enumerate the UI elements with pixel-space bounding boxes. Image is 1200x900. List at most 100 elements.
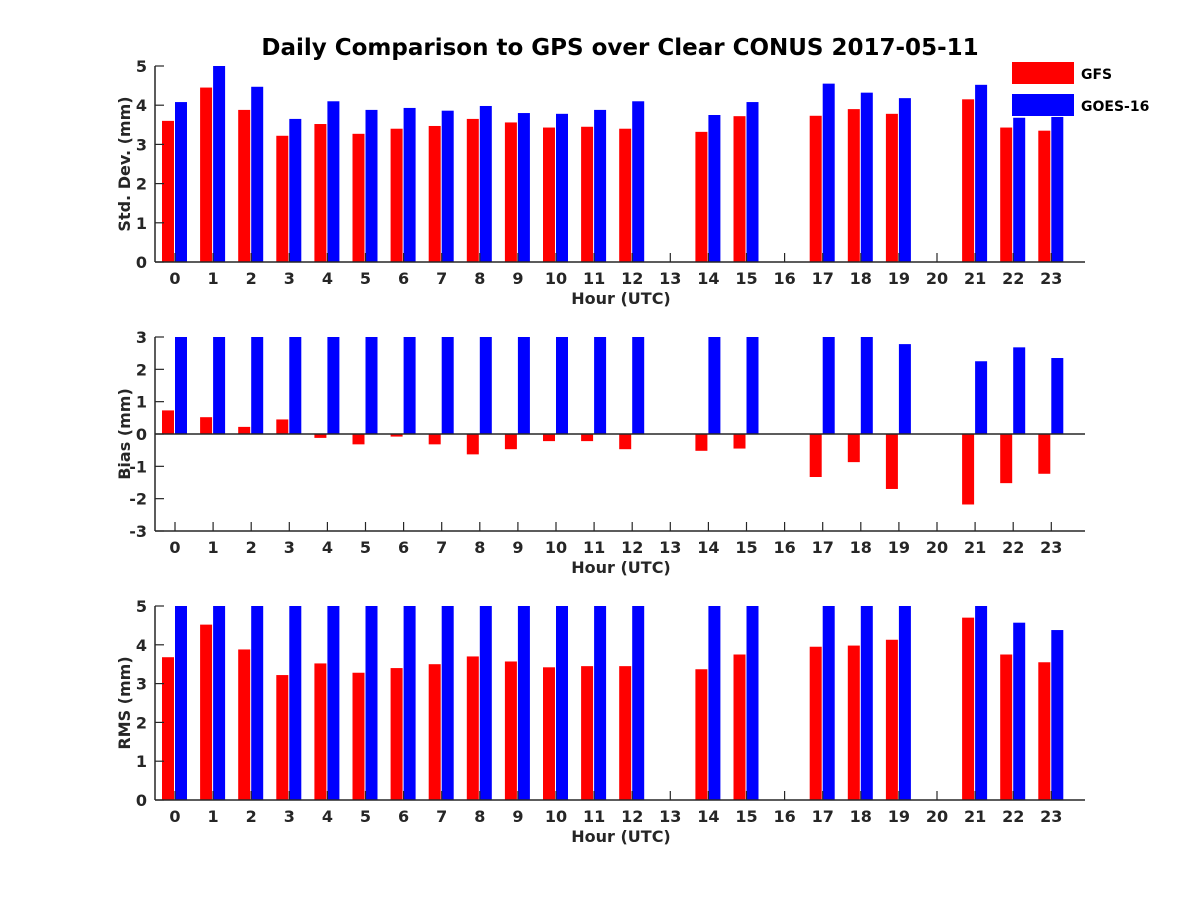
bar-goes16-hour-14 — [708, 115, 721, 262]
bar-goes16-hour-23 — [1051, 630, 1064, 800]
bar-gfs-hour-12 — [619, 128, 632, 262]
bar-goes16-hour-6 — [403, 337, 416, 434]
x-tick-label: 3 — [284, 269, 295, 288]
x-tick-label: 14 — [697, 538, 719, 557]
x-tick-label: 13 — [659, 538, 681, 557]
x-tick-label: 6 — [398, 807, 409, 826]
x-tick-label: 2 — [246, 807, 257, 826]
bar-gfs-hour-15 — [733, 434, 746, 449]
x-tick-label: 4 — [322, 807, 333, 826]
x-tick-label: 7 — [436, 538, 447, 557]
bar-goes16-hour-0 — [175, 606, 187, 800]
legend-swatch-goes16 — [1012, 94, 1074, 116]
x-tick-label: 6 — [398, 269, 409, 288]
bar-goes16-hour-2 — [251, 86, 264, 262]
y-tick-label: -2 — [129, 490, 147, 509]
x-tick-label: 4 — [322, 538, 333, 557]
x-tick-label: 19 — [888, 807, 910, 826]
y-tick-label: 3 — [136, 135, 147, 154]
bar-goes16-hour-18 — [860, 606, 873, 800]
bar-gfs-hour-2 — [238, 426, 251, 434]
x-tick-label: 5 — [360, 538, 371, 557]
x-tick-label: 3 — [284, 538, 295, 557]
x-tick-label: 12 — [621, 807, 643, 826]
x-tick-label: 20 — [926, 269, 948, 288]
y-tick-label: -1 — [129, 457, 147, 476]
bar-goes16-hour-7 — [441, 606, 454, 800]
legend-label-goes16: GOES-16 — [1081, 99, 1149, 115]
y-tick-label: 0 — [136, 425, 147, 444]
bar-gfs-hour-15 — [733, 116, 746, 263]
bar-gfs-hour-0 — [162, 410, 174, 434]
x-tick-label: 19 — [888, 538, 910, 557]
bar-goes16-hour-21 — [975, 606, 988, 800]
bar-goes16-hour-9 — [517, 113, 530, 262]
bar-goes16-hour-11 — [594, 337, 607, 434]
x-tick-label: 21 — [964, 269, 986, 288]
x-tick-label: 10 — [545, 538, 567, 557]
x-tick-label: 13 — [659, 269, 681, 288]
bar-goes16-hour-5 — [365, 606, 378, 800]
bar-goes16-hour-2 — [251, 337, 264, 434]
x-tick-label: 0 — [169, 807, 180, 826]
y-tick-label: 3 — [136, 328, 147, 347]
bar-goes16-hour-8 — [479, 105, 492, 262]
x-tick-label: 0 — [169, 538, 180, 557]
bar-goes16-hour-4 — [327, 606, 340, 800]
bar-gfs-hour-2 — [238, 109, 251, 263]
bar-gfs-hour-4 — [314, 124, 327, 263]
x-tick-label: 2 — [246, 538, 257, 557]
bar-gfs-hour-9 — [504, 434, 517, 450]
bar-goes16-hour-3 — [289, 337, 302, 434]
x-tick-label: 22 — [1002, 538, 1024, 557]
x-tick-label: 11 — [583, 269, 605, 288]
bar-goes16-hour-19 — [898, 98, 911, 262]
bar-goes16-hour-3 — [289, 118, 302, 262]
bar-gfs-hour-7 — [428, 664, 441, 800]
bar-goes16-hour-5 — [365, 109, 378, 263]
x-tick-label: 21 — [964, 538, 986, 557]
bar-goes16-hour-19 — [898, 344, 911, 434]
bar-gfs-hour-10 — [543, 434, 555, 442]
bar-gfs-hour-19 — [885, 639, 898, 800]
y-tick-label: 5 — [136, 597, 147, 616]
y-tick-label: 4 — [136, 636, 147, 655]
bar-goes16-hour-10 — [556, 337, 568, 434]
bar-goes16-hour-2 — [251, 606, 264, 800]
bar-goes16-hour-22 — [1013, 347, 1026, 434]
bar-goes16-hour-17 — [822, 337, 835, 434]
x-tick-label: 4 — [322, 269, 333, 288]
bar-gfs-hour-8 — [466, 434, 479, 455]
bar-gfs-hour-0 — [162, 120, 174, 262]
bar-goes16-hour-12 — [632, 337, 645, 434]
y-tick-label: 0 — [136, 791, 147, 810]
y-tick-label: -3 — [129, 522, 147, 541]
bar-goes16-hour-15 — [746, 606, 759, 800]
bar-goes16-hour-23 — [1051, 358, 1064, 434]
x-tick-label: 15 — [735, 538, 757, 557]
x-tick-label: 16 — [773, 807, 795, 826]
bar-gfs-hour-3 — [276, 135, 289, 262]
bar-gfs-hour-18 — [847, 109, 860, 263]
bar-goes16-hour-23 — [1051, 116, 1064, 263]
bar-gfs-hour-1 — [200, 87, 213, 262]
x-tick-label: 8 — [474, 807, 485, 826]
x-tick-label: 11 — [583, 807, 605, 826]
bar-gfs-hour-7 — [428, 125, 441, 262]
bar-goes16-hour-17 — [822, 606, 835, 800]
y-tick-label: 0 — [136, 253, 147, 272]
x-tick-label: 15 — [735, 269, 757, 288]
x-tick-label: 12 — [621, 538, 643, 557]
y-tick-label: 2 — [136, 175, 147, 194]
bar-goes16-hour-1 — [213, 337, 226, 434]
bar-goes16-hour-5 — [365, 337, 378, 434]
x-tick-label: 6 — [398, 538, 409, 557]
x-tick-label: 20 — [926, 807, 948, 826]
bar-gfs-hour-19 — [885, 434, 898, 489]
bar-gfs-hour-12 — [619, 666, 632, 800]
x-tick-label: 20 — [926, 538, 948, 557]
bar-gfs-hour-21 — [962, 434, 975, 505]
bar-gfs-hour-19 — [885, 113, 898, 262]
bar-gfs-hour-23 — [1038, 130, 1051, 262]
x-tick-label: 18 — [850, 269, 872, 288]
